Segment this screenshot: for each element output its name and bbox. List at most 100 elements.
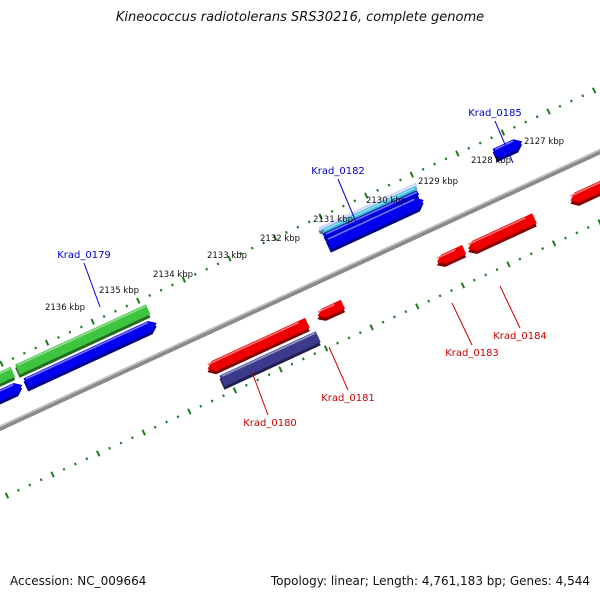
scale-tick-top [102,314,106,318]
scale-label: 2130 kbp [366,196,406,206]
scale-tick-top [171,283,174,287]
cds-krad-0185-next-highlight [570,181,600,197]
scale-tick-top [467,146,471,150]
scale-tick-top [125,304,129,308]
scale-tick-top [148,293,152,297]
scale-tick-top [546,108,551,115]
topology-summary-text: Topology: linear; Length: 4,761,183 bp; … [270,574,590,588]
scale-tick-bottom [108,446,111,450]
scale-tick-top [22,351,26,355]
scale-tick-top [307,220,311,224]
scale-tick-bottom [28,483,32,487]
scale-tick-bottom [62,467,66,471]
scale-tick-top [193,272,197,276]
leader-krad-0182 [337,178,357,223]
cds-krad-0182-highlight [327,198,415,240]
scale-tick-top [558,104,562,108]
scale-tick-top [512,125,516,129]
scale-label: 2136 kbp [45,303,85,313]
cds-krad-0184 [468,213,537,251]
scale-tick-bottom [564,236,567,240]
scale-tick-top [272,234,278,241]
cds-krad-0181 [317,299,346,318]
scale-tick-top [342,204,345,208]
gene-label-krad-0182: Krad_0182 [311,166,365,177]
scale-tick-bottom [119,441,123,445]
scale-tick-top [34,346,38,350]
scale-tick-top [318,213,323,220]
scale-label: 2134 kbp [153,270,193,280]
gene-label-krad-0179: Krad_0179 [57,250,111,261]
scale-label: 2133 kbp [207,251,247,261]
scale-tick-top [216,262,220,266]
scale-tick-bottom [313,352,317,356]
scale-tick-top [478,141,482,145]
gene-features [0,139,600,405]
scale-tick-bottom [586,226,590,230]
scale-tick-top [159,288,163,292]
scale-tick-top [250,246,254,250]
map-title: Kineococcus radiotolerans SRS30216, comp… [115,10,485,25]
scale-tick-bottom [301,357,305,361]
scale-tick-bottom [73,462,77,466]
leader-krad-0185 [494,120,514,164]
cds-krad-0185-highlight [494,140,514,151]
scale-tick-bottom [85,457,89,461]
scale-tick-bottom [381,320,385,324]
scale-tick-bottom [450,289,453,293]
scale-tick-bottom [232,387,238,394]
scale-tick-bottom [39,478,43,482]
scale-tick-bottom [427,299,431,303]
scale-label: 2128 kbp [471,156,511,166]
scale-tick-bottom [130,436,134,440]
scale-tick-top [57,335,60,339]
scale-tick-bottom [415,303,420,310]
scale-tick-bottom [153,425,157,429]
cds-krad-0179 [23,320,157,389]
scale-tick-bottom [438,294,442,298]
label-leaders [83,120,521,416]
scale-tick-bottom [336,341,339,345]
misc-feature-cyan-highlight [323,187,416,231]
scale-tick-top [68,330,72,334]
scale-tick-bottom [141,429,146,436]
scale-tick-top [227,255,232,262]
backbone-highlight [0,149,600,428]
scale-tick-top [581,94,585,98]
scale-tick-top [90,318,95,325]
scale-tick-bottom [278,366,283,373]
backbone [0,148,600,432]
scale-label: 2131 kbp [313,215,353,225]
scale-tick-bottom [4,492,10,499]
gene-label-krad-0184: Krad_0184 [493,331,547,342]
scale-tick-top [409,171,414,178]
scale-tick-bottom [50,471,55,478]
scale-tick-bottom [323,345,329,352]
scale-tick-top [205,267,209,271]
scale-tick-top [569,99,573,103]
scale-tick-bottom [290,362,294,366]
scale-tick-bottom [404,310,408,314]
scale-tick-top [535,115,539,119]
gene-label-krad-0183: Krad_0183 [445,348,499,359]
scale-tick-top [44,339,50,346]
scale-tick-top [524,120,528,124]
scale-tick-top [490,136,493,140]
scale-tick-bottom [529,252,533,256]
gene-segment-left-highlight [0,367,11,375]
scale-tick-top [11,356,15,361]
leader-krad-0180 [251,371,269,416]
misc-feature-light-highlight [320,183,416,229]
labels: 2127 kbp 2128 kbp 2129 kbp 2130 kbp 2131 kbp… [45,108,564,429]
scale-tick-bottom [222,394,225,398]
scale-tick-top [239,251,243,255]
cds-krad-0183 [436,245,467,264]
scale-tick-bottom [187,408,192,415]
scale-tick-bottom [369,324,374,331]
scale-tick-top [0,360,4,367]
scale-tick-top [296,225,300,229]
scale-label: 2132 kbp [260,234,300,244]
scale-tick-bottom [393,315,396,319]
cds-forward-left-highlight [0,384,14,392]
accession-text: Accession: NC_009664 [10,574,147,588]
